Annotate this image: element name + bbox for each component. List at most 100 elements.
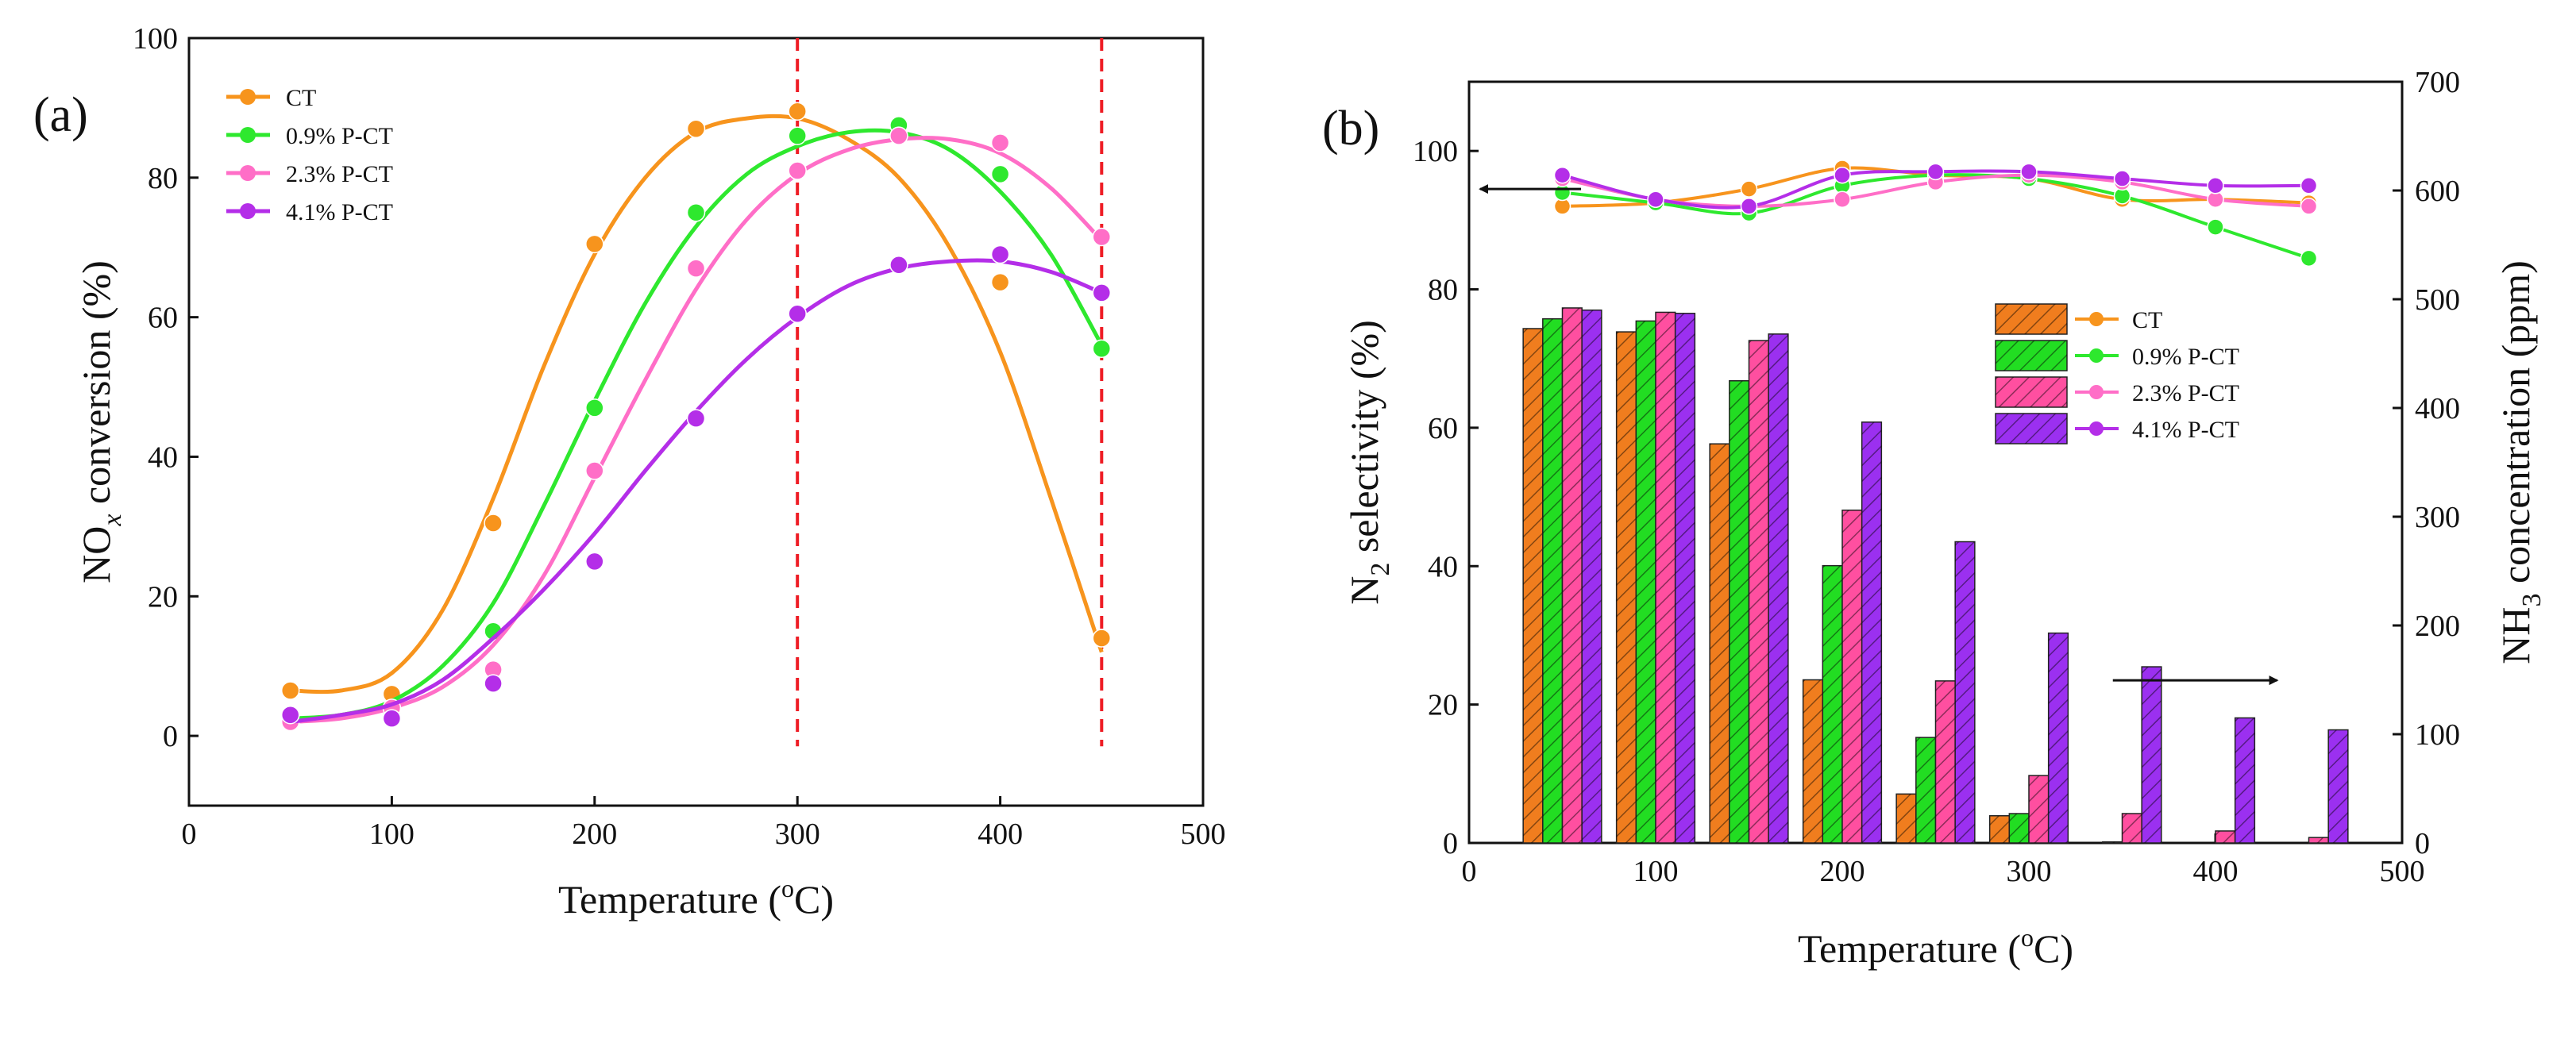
panel-a-point-ct <box>484 514 503 533</box>
panel-b-bar-hatch <box>1935 680 1956 843</box>
panel-a-chart: 0 100 200 300 400 500 0 20 40 60 80 100 CT 0.9% P-CT 2… <box>33 22 1226 922</box>
panel-b-point-4-1pct-p-ct <box>1553 166 1571 184</box>
panel-b-bar-hatch <box>1523 328 1543 843</box>
panel-a-point-2-3pct-p-ct <box>788 161 807 180</box>
panel-a-point-ct <box>585 234 604 254</box>
panel-b-bar-hatch <box>1729 380 1749 843</box>
panel-b-bar-hatch <box>1542 318 1563 843</box>
panel-b-x-tick-label: 500 <box>2380 855 2425 888</box>
panel-a-point-ct <box>686 119 706 139</box>
panel-b-x-tick-label: 300 <box>2007 855 2052 888</box>
panel-a-x-axis-title: Temperature (oC) <box>558 874 834 922</box>
panel-a-point-2-3pct-p-ct <box>990 133 1010 152</box>
panel-b-bar-hatch <box>1861 421 1882 843</box>
panel-a-legend-marker <box>240 203 256 219</box>
panel-b-left-axis-title: N2 selectivity (%) <box>1342 320 1395 605</box>
panel-b-bar-hatch <box>2102 841 2123 843</box>
panel-b-legend-swatch-hatch <box>1996 377 2067 407</box>
panel-a-legend-label: 0.9% P-CT <box>286 123 393 149</box>
panel-a-x-tick-label: 100 <box>369 818 415 851</box>
panel-a-y-tick-label: 60 <box>148 302 178 335</box>
panel-a-point-ct <box>990 272 1010 292</box>
panel-b-bar-hatch <box>1955 541 1975 843</box>
panel-a-point-4-1pct-p-ct <box>1092 283 1112 302</box>
panel-a-point-2-3pct-p-ct <box>585 461 604 480</box>
panel-a-plot-frame <box>187 37 1205 807</box>
panel-b-point-0-9pct-p-ct <box>2300 249 2318 267</box>
panel-b-point-2-3pct-p-ct <box>1834 190 1851 208</box>
panel-b-left-tick-label: 40 <box>1428 550 1458 583</box>
panel-b-left-tick-label: 20 <box>1428 689 1458 722</box>
panel-a-point-4-1pct-p-ct <box>686 409 706 428</box>
panel-b-legend-marker <box>2089 312 2104 326</box>
panel-a-x-unit-c: C) <box>794 877 834 922</box>
panel-b-bar-hatch <box>1636 321 1656 843</box>
panel-a-point-4-1pct-p-ct <box>788 304 807 323</box>
panel-b-right-tick-label: 300 <box>2415 501 2460 534</box>
panel-a-point-4-1pct-p-ct <box>990 244 1010 264</box>
panel-b-bar-hatch <box>2308 837 2329 843</box>
panel-b-bar-hatch <box>1822 565 1842 843</box>
panel-b-point-4-1pct-p-ct <box>1740 198 1758 215</box>
panel-b-bar-hatch <box>2029 775 2049 843</box>
panel-b-legend-marker <box>2089 385 2104 399</box>
panel-b-bar-hatch <box>2328 729 2348 843</box>
panel-a-point-4-1pct-p-ct <box>280 705 300 725</box>
panel-b-point-4-1pct-p-ct <box>2207 177 2224 194</box>
panel-b-legend-swatch-hatch <box>1996 414 2067 444</box>
panel-a-point-0-9pct-p-ct <box>1092 339 1112 358</box>
panel-b-point-4-1pct-p-ct <box>1647 190 1664 208</box>
panel-b-bar-hatch <box>1896 794 1916 843</box>
panel-a-point-ct <box>280 681 300 700</box>
panel-b-legend-label: CT <box>2132 307 2162 333</box>
panel-b-x-tick-label: 200 <box>1820 855 1865 888</box>
panel-b-right-axis-title: NH3 concentration (ppm) <box>2493 260 2547 664</box>
panel-b-point-2-3pct-p-ct <box>2300 198 2318 215</box>
panel-b-bar-hatch <box>2009 814 2029 843</box>
panel-b-point-4-1pct-p-ct <box>2113 170 2131 187</box>
panel-b-right-tick-label: 700 <box>2415 66 2460 99</box>
panel-a-y-tick-label: 40 <box>148 441 178 474</box>
panel-b-legend-swatch-hatch <box>1996 341 2067 371</box>
panel-b-bar-hatch <box>1749 341 1769 843</box>
panel-b-bar-hatch <box>1803 679 1823 843</box>
panel-a-fit-line-0-9pct-p-ct <box>290 128 1104 721</box>
panel-b-legend-label: 2.3% P-CT <box>2132 380 2239 406</box>
panel-a-legend-marker <box>240 165 256 181</box>
panel-a-y-tick-label: 80 <box>148 162 178 195</box>
panel-a-legend-label: 4.1% P-CT <box>286 199 393 225</box>
panel-b-bar-hatch <box>2235 718 2255 843</box>
panel-a-point-0-9pct-p-ct <box>585 398 604 418</box>
panel-b-bar-hatch <box>1562 307 1583 844</box>
panel-b-x-axis-title: Temperature (oC) <box>1798 923 2073 971</box>
panel-b-right-tick-label: 500 <box>2415 283 2460 317</box>
panel-a-x-tick-label: 400 <box>978 818 1023 851</box>
panel-a-point-ct <box>1092 629 1112 648</box>
panel-b-x-unit-c: C) <box>2034 926 2073 971</box>
panel-a-legend-marker <box>240 127 256 143</box>
panel-b-x-tick-label: 100 <box>1633 855 1679 888</box>
panel-a-x-tick-label: 200 <box>572 818 617 851</box>
panel-a-y-tick-label: 20 <box>148 580 178 614</box>
panel-a-point-0-9pct-p-ct <box>990 164 1010 184</box>
panel-b-right-sub: 3 <box>2517 594 2547 607</box>
panel-b-right-tick-label: 100 <box>2415 718 2460 752</box>
panel-b-left-tick-label: 0 <box>1443 827 1458 860</box>
panel-b-bar-hatch <box>1675 313 1695 843</box>
panel-b-bar-hatch <box>1842 510 1862 843</box>
panel-a-fit-line-2-3pct-p-ct <box>290 136 1104 724</box>
panel-a-point-0-9pct-p-ct <box>686 203 706 222</box>
panel-a-point-2-3pct-p-ct <box>686 259 706 278</box>
panel-a-x-tick-label: 500 <box>1181 818 1226 851</box>
panel-b-left-tick-label: 60 <box>1428 412 1458 445</box>
panel-b-right-tick-label: 400 <box>2415 392 2460 425</box>
panel-a-y-sub-x: x <box>98 514 127 527</box>
panel-b-point-ct <box>1740 180 1758 198</box>
panel-b-legend-marker <box>2089 348 2104 363</box>
panel-b-x-unit-degree: o <box>2021 923 2034 952</box>
panel-b-bar-hatch <box>2215 830 2235 843</box>
panel-a-point-4-1pct-p-ct <box>484 674 503 693</box>
panel-a-x-unit-degree: o <box>781 874 794 902</box>
panel-b-x-tick-label: 0 <box>1462 855 1477 888</box>
